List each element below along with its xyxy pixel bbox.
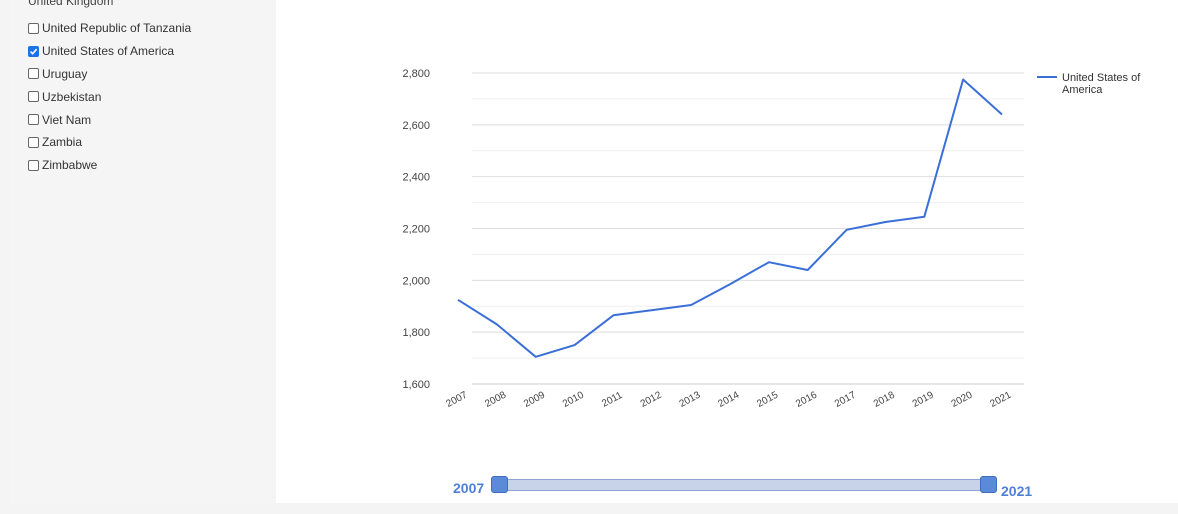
country-label: Uzbekistan xyxy=(42,89,102,104)
x-tick-label: 2016 xyxy=(794,390,819,410)
data-point xyxy=(535,356,537,358)
x-tick-label: 2017 xyxy=(833,390,858,410)
data-point xyxy=(612,314,614,316)
bottom-strip xyxy=(0,503,1178,514)
y-tick-label: 2,600 xyxy=(402,120,430,132)
x-tick-label: 2015 xyxy=(755,390,780,410)
x-tick-label: 2019 xyxy=(911,390,936,410)
country-list: United Republic of Tanzania United States… xyxy=(28,17,191,177)
checkbox[interactable] xyxy=(28,45,39,57)
data-point xyxy=(846,229,848,231)
y-tick-label: 2,800 xyxy=(402,68,430,80)
range-slider-start-handle[interactable] xyxy=(491,476,508,493)
data-point xyxy=(807,269,809,271)
series-line xyxy=(457,78,1003,358)
checkbox[interactable] xyxy=(28,136,39,148)
y-tick-label: 2,400 xyxy=(402,172,430,184)
range-end-label: 2021 xyxy=(1001,483,1033,499)
data-point xyxy=(923,216,925,218)
country-item-partial-label: United Kingdom xyxy=(28,0,114,8)
range-slider-track[interactable] xyxy=(496,479,989,491)
country-item[interactable]: United States of America xyxy=(28,40,191,63)
country-label: United States of America xyxy=(42,44,175,59)
data-point xyxy=(574,344,576,346)
y-tick-label: 2,000 xyxy=(402,275,430,287)
country-filter-panel: United Kingdom United Republic of Tanzan… xyxy=(10,0,276,503)
country-item[interactable]: Viet Nam xyxy=(28,108,191,131)
data-point xyxy=(962,78,964,80)
data-point xyxy=(651,309,653,311)
data-point xyxy=(768,261,770,263)
x-tick-label: 2021 xyxy=(988,390,1013,410)
x-tick-label: 2012 xyxy=(639,390,664,410)
x-tick-label: 2008 xyxy=(483,390,508,410)
line-chart: 1,600 1,800 2,000 2,200 2,400 2,600 2,800 2007 2… xyxy=(402,68,1141,410)
data-point xyxy=(496,323,498,325)
country-label: Uruguay xyxy=(42,66,88,81)
country-item[interactable]: Uruguay xyxy=(28,63,191,86)
x-tick-label: 2007 xyxy=(444,390,469,410)
country-label: Zambia xyxy=(42,135,83,150)
range-slider-end-handle[interactable] xyxy=(980,476,997,493)
country-item[interactable]: Zimbabwe xyxy=(28,154,191,177)
country-label: Zimbabwe xyxy=(42,158,98,173)
legend-label-line: America xyxy=(1062,84,1103,96)
checkbox[interactable] xyxy=(28,68,39,80)
checkbox[interactable] xyxy=(28,91,39,103)
data-point xyxy=(729,283,731,285)
x-tick-label: 2018 xyxy=(872,390,897,410)
x-tick-label: 2009 xyxy=(522,390,547,410)
country-item-partial: United Kingdom xyxy=(28,0,113,8)
legend-label-line: United States of xyxy=(1062,72,1141,84)
legend-label: United States of America xyxy=(1062,72,1141,96)
x-tick-label: 2011 xyxy=(600,390,625,410)
data-point xyxy=(457,299,459,301)
chart-area: 1,600 1,800 2,000 2,200 2,400 2,600 2,800 2007 2… xyxy=(276,0,1178,503)
country-item[interactable]: Uzbekistan xyxy=(28,85,191,108)
data-point xyxy=(884,221,886,223)
x-tick-label: 2013 xyxy=(678,390,703,410)
y-tick-label: 1,600 xyxy=(402,379,430,391)
country-label: Viet Nam xyxy=(42,112,92,127)
country-item[interactable]: United Republic of Tanzania xyxy=(28,17,191,40)
y-tick-label: 1,800 xyxy=(402,327,430,339)
data-point xyxy=(690,304,692,306)
country-item[interactable]: Zambia xyxy=(28,131,191,154)
range-start-label: 2007 xyxy=(453,480,485,496)
x-tick-label: 2020 xyxy=(950,390,975,410)
y-tick-label: 2,200 xyxy=(402,224,430,236)
country-label: United Republic of Tanzania xyxy=(42,21,192,36)
x-tick-label: 2014 xyxy=(716,390,741,410)
x-tick-label: 2010 xyxy=(561,390,586,410)
checkbox[interactable] xyxy=(28,114,39,126)
checkbox[interactable] xyxy=(28,159,39,171)
data-point xyxy=(1001,113,1003,115)
checkbox[interactable] xyxy=(28,22,39,34)
